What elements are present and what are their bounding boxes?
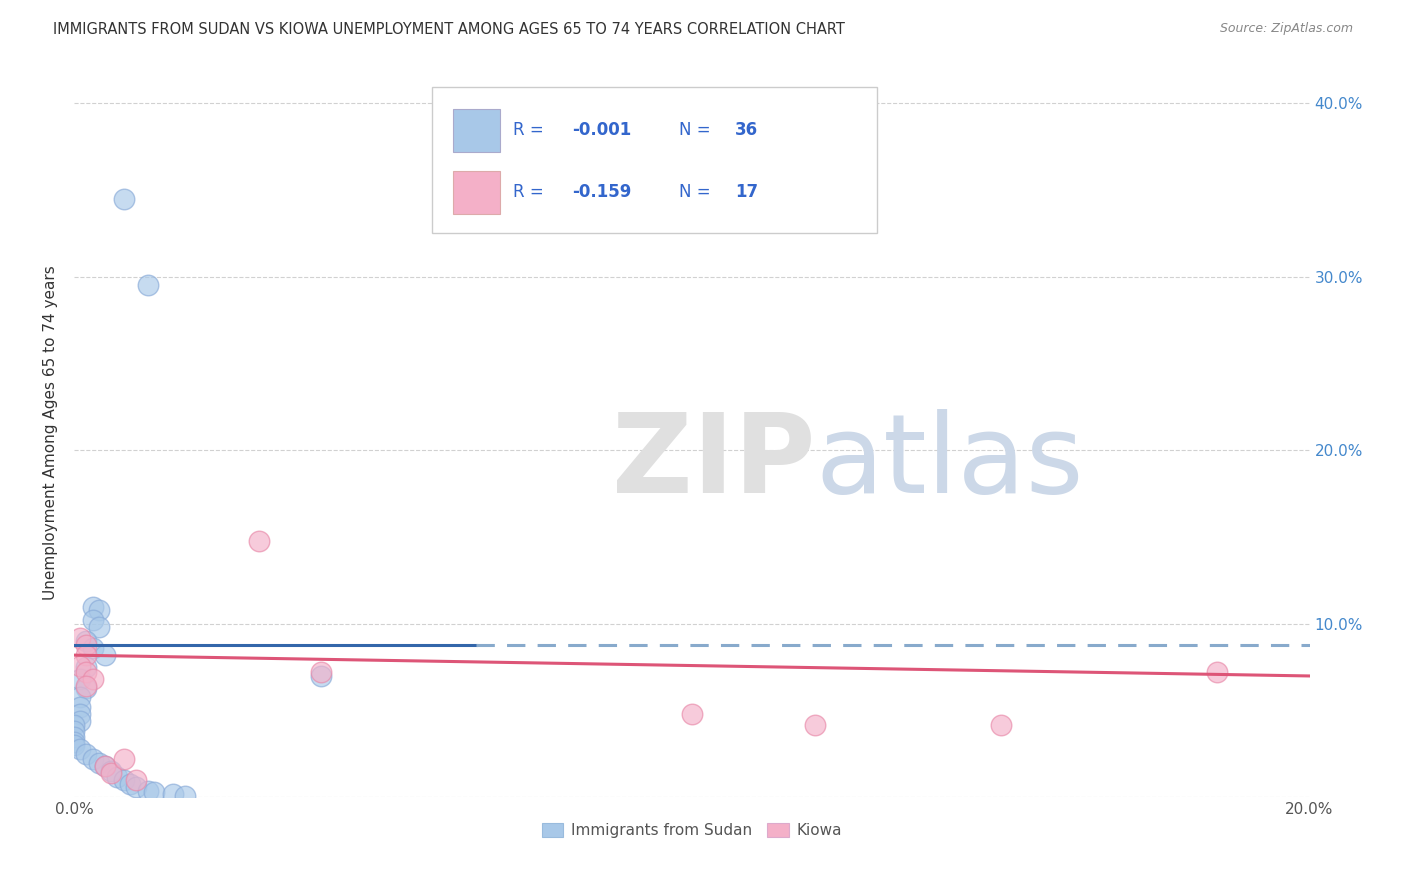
Point bbox=[143, 785, 166, 799]
Point bbox=[105, 770, 128, 784]
Text: N =: N = bbox=[679, 184, 716, 202]
Point bbox=[125, 773, 148, 788]
Point bbox=[112, 192, 135, 206]
Point bbox=[1205, 665, 1227, 680]
Y-axis label: Unemployment Among Ages 65 to 74 years: Unemployment Among Ages 65 to 74 years bbox=[44, 266, 58, 600]
Point bbox=[125, 780, 148, 794]
Point bbox=[94, 648, 117, 662]
Point bbox=[82, 614, 104, 628]
Point bbox=[69, 673, 91, 687]
Point bbox=[112, 773, 135, 788]
Point bbox=[75, 648, 97, 662]
Point bbox=[247, 533, 270, 548]
Point bbox=[87, 756, 110, 770]
Point bbox=[75, 681, 97, 695]
Point bbox=[174, 789, 197, 803]
FancyBboxPatch shape bbox=[433, 87, 877, 233]
FancyBboxPatch shape bbox=[453, 109, 501, 153]
Point bbox=[112, 752, 135, 766]
Point bbox=[118, 776, 141, 790]
Text: N =: N = bbox=[679, 121, 716, 139]
Point bbox=[63, 730, 86, 744]
Point bbox=[804, 717, 827, 731]
Point bbox=[136, 783, 159, 797]
Point bbox=[87, 603, 110, 617]
Text: R =: R = bbox=[513, 184, 548, 202]
Point bbox=[82, 641, 104, 656]
Point bbox=[69, 714, 91, 728]
Point bbox=[94, 759, 117, 773]
Point bbox=[75, 679, 97, 693]
Point bbox=[69, 707, 91, 722]
Point bbox=[990, 717, 1012, 731]
Text: 17: 17 bbox=[735, 184, 758, 202]
Point bbox=[136, 278, 159, 293]
Point bbox=[309, 665, 332, 680]
Point bbox=[82, 752, 104, 766]
Point bbox=[69, 700, 91, 714]
Point bbox=[75, 638, 97, 652]
FancyBboxPatch shape bbox=[453, 170, 501, 214]
Point bbox=[100, 766, 122, 780]
Point bbox=[69, 690, 91, 704]
Point bbox=[681, 707, 703, 722]
Point bbox=[309, 669, 332, 683]
Text: -0.001: -0.001 bbox=[572, 121, 631, 139]
Text: Source: ZipAtlas.com: Source: ZipAtlas.com bbox=[1219, 22, 1353, 36]
Point bbox=[87, 620, 110, 634]
Point bbox=[63, 717, 86, 731]
Point bbox=[94, 759, 117, 773]
Point bbox=[63, 739, 86, 753]
Point bbox=[75, 634, 97, 648]
Text: 36: 36 bbox=[735, 121, 758, 139]
Point bbox=[82, 673, 104, 687]
Point bbox=[69, 631, 91, 645]
Point bbox=[162, 787, 184, 801]
Point bbox=[75, 665, 97, 680]
Legend: Immigrants from Sudan, Kiowa: Immigrants from Sudan, Kiowa bbox=[536, 817, 848, 845]
Point bbox=[75, 660, 97, 674]
Point bbox=[100, 764, 122, 779]
Point bbox=[63, 724, 86, 739]
Text: IMMIGRANTS FROM SUDAN VS KIOWA UNEMPLOYMENT AMONG AGES 65 TO 74 YEARS CORRELATIO: IMMIGRANTS FROM SUDAN VS KIOWA UNEMPLOYM… bbox=[53, 22, 845, 37]
Text: -0.159: -0.159 bbox=[572, 184, 631, 202]
Point bbox=[63, 735, 86, 749]
Point bbox=[69, 742, 91, 756]
Point bbox=[75, 747, 97, 761]
Point bbox=[82, 599, 104, 614]
Text: R =: R = bbox=[513, 121, 548, 139]
Text: ZIP: ZIP bbox=[612, 409, 815, 516]
Text: atlas: atlas bbox=[815, 409, 1084, 516]
Point bbox=[69, 658, 91, 673]
